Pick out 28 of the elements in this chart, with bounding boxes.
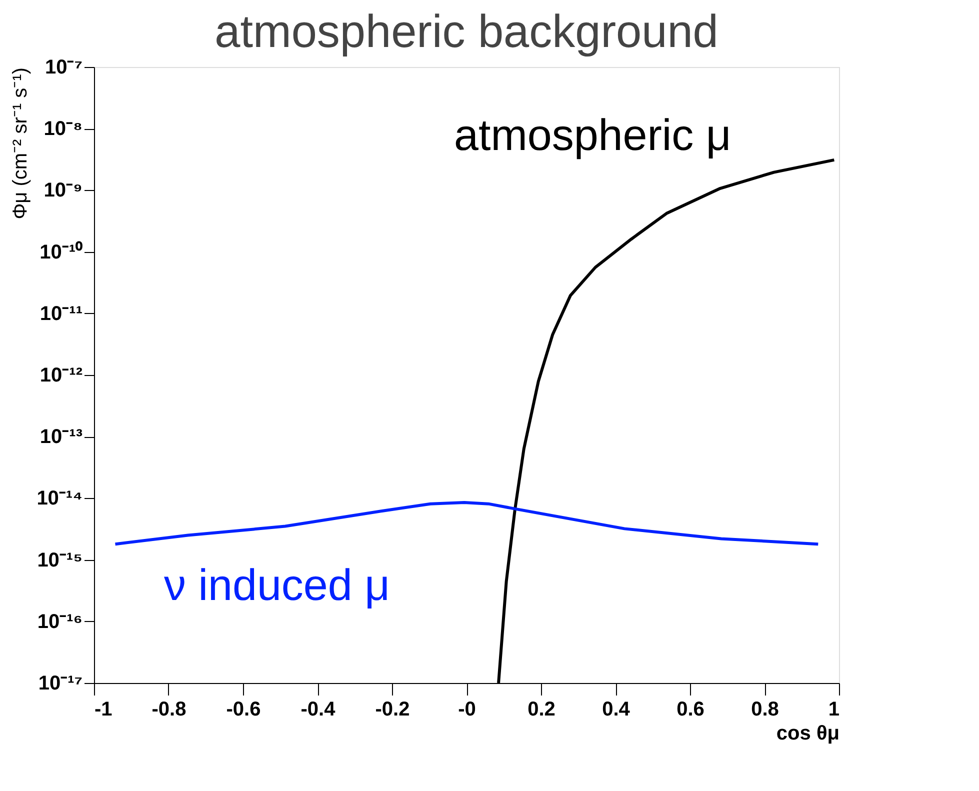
x-tick-label: 0.6 [676,698,704,720]
x-tick-label: -0.2 [375,698,410,720]
x-tick-label: -0 [458,698,476,720]
y-tick-label: 10⁻¹⁰ [40,240,82,264]
y-tick-label: 10⁻⁷ [45,56,82,78]
y-tick-label: 10⁻¹¹ [40,302,83,325]
y-axis-title: Φμ (cm⁻² sr⁻¹ s⁻¹) [10,68,32,220]
x-tick-label: 0.4 [602,698,631,720]
y-tick-label: 10⁻¹³ [40,426,83,448]
x-tick-label: 0.8 [751,698,779,720]
series-label: atmospheric μ [454,111,732,160]
x-tick-label: -0.8 [152,698,186,720]
x-tick-label: -0.4 [300,698,336,720]
y-tick-label: 10⁻⁹ [44,180,82,202]
chart-title: atmospheric background [214,5,718,57]
x-tick-label: 1 [828,698,840,720]
y-tick-label: 10⁻¹⁵ [37,549,82,572]
x-tick-label: 0.2 [528,698,556,720]
series-label: ν induced μ [164,561,390,610]
y-tick-label: 10⁻¹⁶ [37,610,82,633]
y-tick-label: 10⁻¹⁷ [38,672,82,694]
line-series [114,501,820,546]
x-tick-label: -1 [94,698,112,720]
y-tick-label: 10⁻⁸ [44,118,82,140]
y-tick-label: 10⁻¹² [40,364,83,386]
x-axis-title: cos θμ [776,722,840,744]
y-tick-label: 10⁻¹⁴ [36,488,82,510]
x-tick-label: -0.6 [226,698,261,720]
